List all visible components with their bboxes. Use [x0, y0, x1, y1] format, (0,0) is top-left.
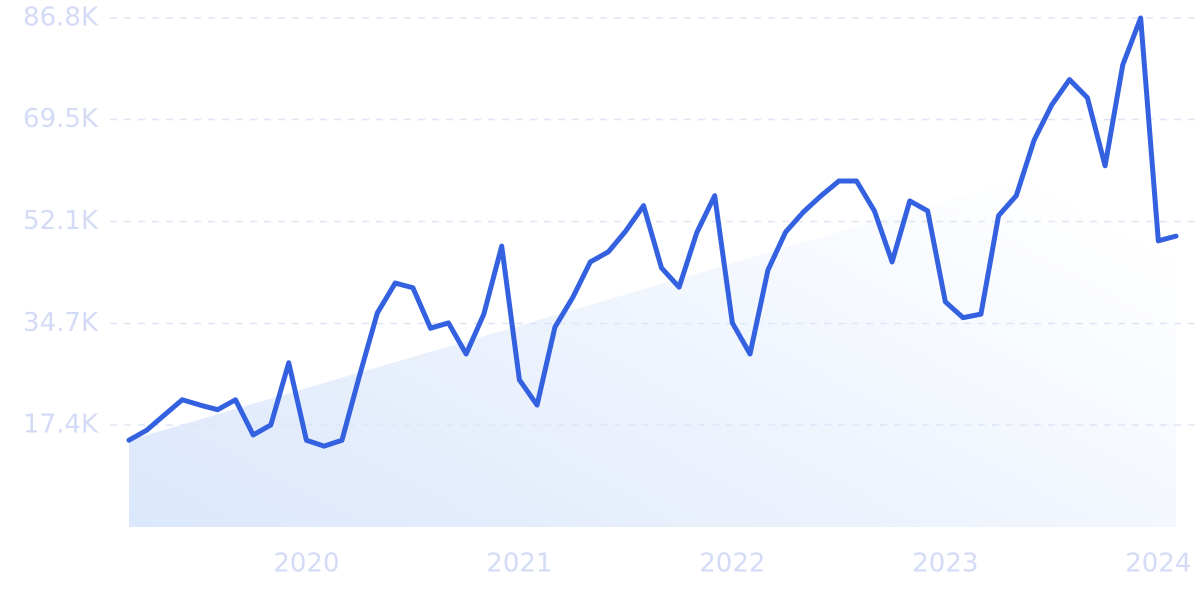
y-tick-label: 17.4K	[23, 409, 99, 439]
trend-area	[129, 132, 1176, 527]
line	[126, 15, 1179, 449]
y-tick-label: 52.1K	[23, 206, 99, 236]
y-tick-label: 34.7K	[23, 308, 99, 338]
x-tick-label: 2022	[699, 549, 765, 579]
x-tick-label: 2021	[486, 549, 552, 579]
x-tick-label: 2024	[1125, 549, 1191, 579]
y-tick-label: 69.5K	[23, 104, 99, 134]
x-tick-label: 2023	[912, 549, 978, 579]
y-tick-label: 86.8K	[23, 3, 99, 33]
x-tick-label: 2020	[273, 549, 339, 579]
